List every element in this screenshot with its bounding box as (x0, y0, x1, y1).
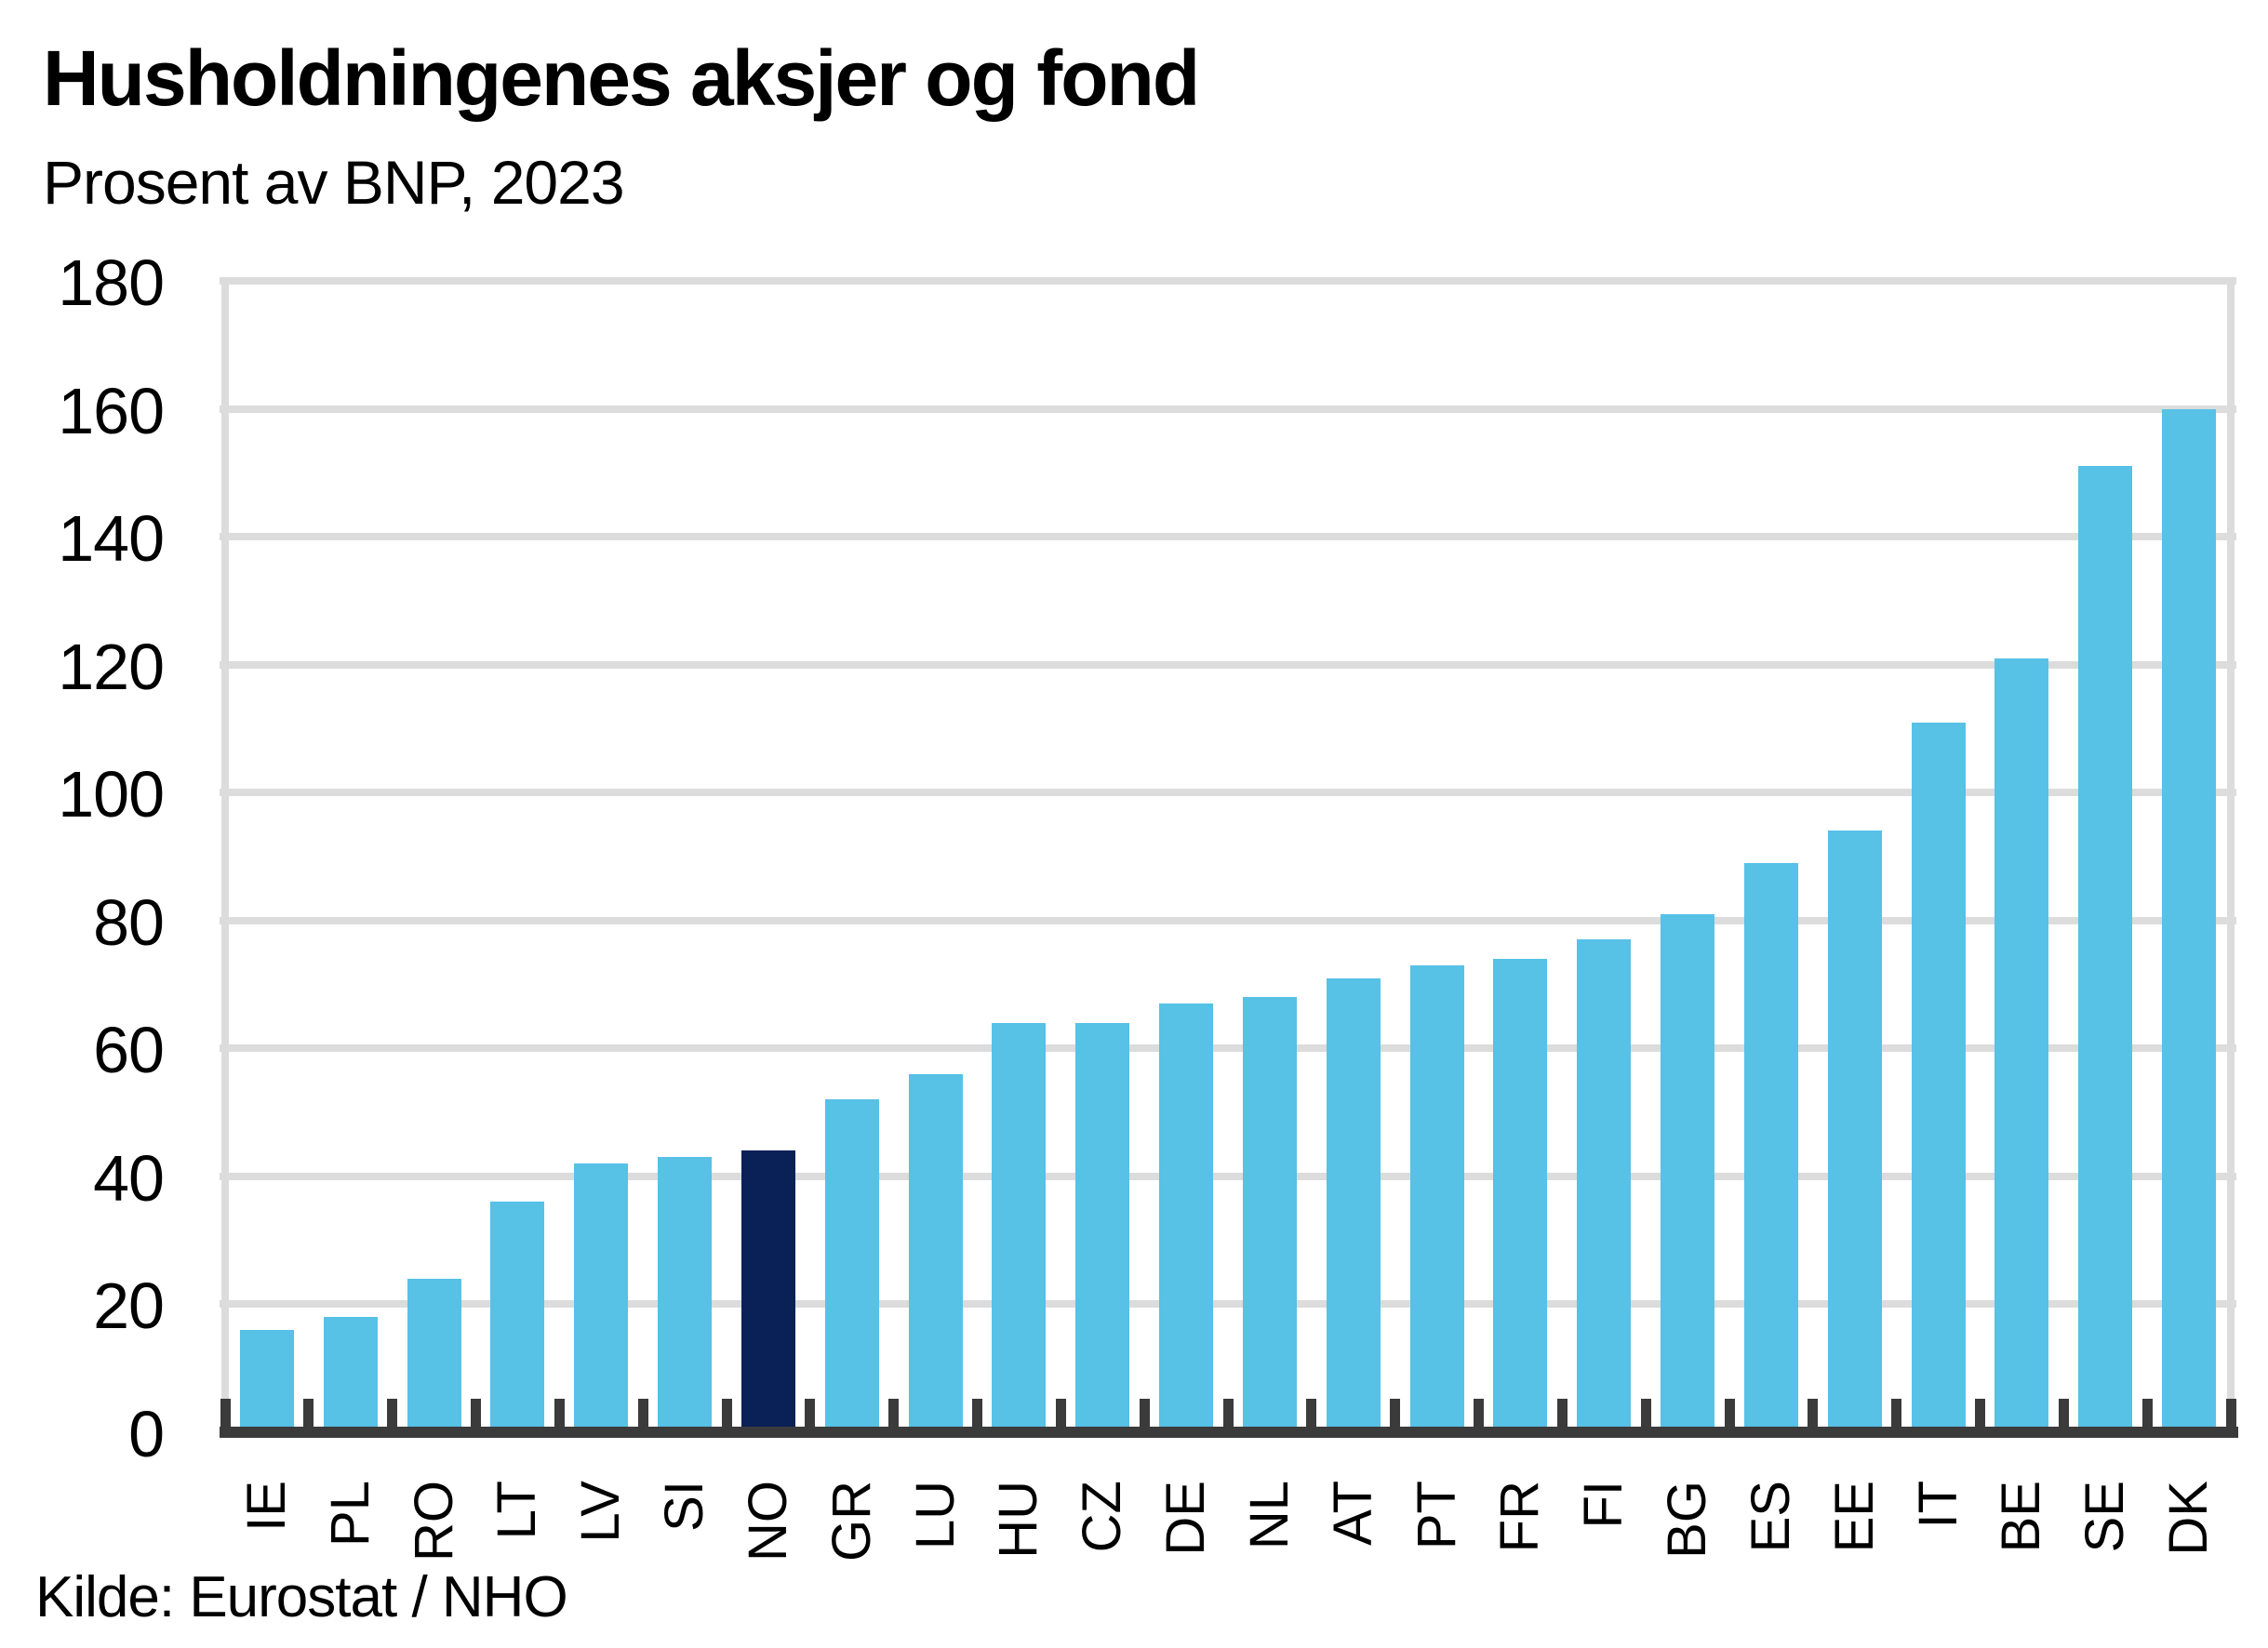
bar-AT (1326, 977, 1381, 1432)
gridline (220, 277, 2236, 285)
x-axis-label-FR: FR (1489, 1481, 1551, 1553)
x-axis-label-LT: LT (487, 1481, 548, 1540)
gridline (220, 789, 2236, 797)
x-axis-tick (1306, 1399, 1317, 1427)
bar-PL (323, 1317, 378, 1432)
y-axis-tick-label: 0 (128, 1398, 165, 1470)
x-axis-label-SI: SI (654, 1481, 715, 1532)
chart-subtitle: Prosent av BNP, 2023 (43, 148, 625, 217)
x-axis-label-LV: LV (570, 1481, 632, 1543)
bar-IT (1911, 722, 1966, 1432)
x-axis-tick (1474, 1399, 1484, 1427)
gridline (220, 1300, 2236, 1309)
bar-HU (992, 1022, 1047, 1432)
x-axis-tick (1724, 1399, 1735, 1427)
x-axis-label-CZ: CZ (1072, 1481, 1133, 1553)
x-axis-label-RO: RO (403, 1481, 464, 1562)
x-axis-tick (1808, 1399, 1819, 1427)
x-axis-tick (303, 1399, 314, 1427)
x-axis-label-DE: DE (1155, 1481, 1217, 1556)
x-axis-label-AT: AT (1322, 1481, 1383, 1546)
bar-RO (407, 1278, 461, 1432)
x-axis-tick (1139, 1399, 1150, 1427)
x-axis-tick (1891, 1399, 1902, 1427)
bar-IE (239, 1329, 294, 1432)
bar-EE (1827, 831, 1882, 1432)
x-axis-tick (1640, 1399, 1651, 1427)
chart-title: Husholdningenes aksjer og fond (43, 34, 1200, 122)
gridline (220, 405, 2236, 413)
x-axis-tick (637, 1399, 648, 1427)
x-axis-tick (2058, 1399, 2069, 1427)
y-axis-tick-label: 20 (93, 1269, 165, 1343)
gridline (220, 1044, 2236, 1053)
bar-FR (1493, 959, 1548, 1432)
y-axis-tick-label: 120 (58, 630, 165, 703)
bar-LU (908, 1073, 963, 1432)
x-axis-label-NO: NO (737, 1481, 798, 1562)
bar-NO (740, 1150, 795, 1432)
bar-DK (2162, 408, 2217, 1432)
y-axis-tick-label: 180 (58, 246, 165, 319)
x-axis-tick (387, 1399, 398, 1427)
x-axis-label-IE: IE (235, 1481, 297, 1532)
bar-SI (658, 1157, 713, 1432)
x-axis-tick (972, 1399, 982, 1427)
x-axis-tick (1055, 1399, 1066, 1427)
x-axis-label-ES: ES (1740, 1481, 1801, 1553)
x-axis-tick (554, 1399, 565, 1427)
source-note: Kilde: Eurostat / NHO (35, 1565, 568, 1629)
x-axis-label-SE: SE (2075, 1481, 2136, 1553)
x-axis-label-DK: DK (2158, 1481, 2220, 1556)
bar-BG (1661, 913, 1715, 1432)
x-axis-tick (888, 1399, 900, 1427)
bar-LT (490, 1202, 545, 1432)
x-axis-tick (1975, 1399, 1985, 1427)
x-axis-label-FI: FI (1573, 1481, 1634, 1529)
bar-ES (1743, 862, 1798, 1432)
y-axis-tick-label: 80 (93, 885, 165, 959)
x-axis-tick (471, 1399, 481, 1427)
x-axis-label-HU: HU (988, 1481, 1049, 1559)
x-axis-label-EE: EE (1823, 1481, 1885, 1553)
gridline (220, 916, 2236, 924)
y-axis-tick-label: 160 (58, 374, 165, 447)
bar-PT (1409, 964, 1464, 1432)
x-axis-tick (1556, 1399, 1568, 1427)
bar-GR (824, 1099, 879, 1432)
x-axis-tick (2141, 1399, 2153, 1427)
x-axis-tick (1390, 1399, 1401, 1427)
x-axis-label-IT: IT (1907, 1481, 1968, 1529)
bar-BE (1995, 658, 2049, 1432)
y-axis-tick-label: 40 (93, 1141, 165, 1215)
x-axis-tick (805, 1399, 816, 1427)
bar-LV (574, 1163, 629, 1432)
gridline (220, 660, 2236, 669)
bar-SE (2078, 466, 2133, 1432)
x-axis-line (220, 1427, 2238, 1438)
plot-right-border (2227, 277, 2235, 1430)
x-axis-label-NL: NL (1238, 1481, 1300, 1550)
x-axis-tick (721, 1399, 732, 1427)
x-axis-label-PL: PL (319, 1481, 380, 1547)
gridline (220, 1172, 2236, 1180)
x-axis-label-GR: GR (820, 1481, 882, 1562)
x-axis-tick (220, 1399, 231, 1427)
bar-NL (1242, 997, 1297, 1432)
x-axis-tick (1222, 1399, 1234, 1427)
bar-DE (1159, 1003, 1214, 1432)
x-axis-tick (2225, 1399, 2236, 1427)
y-axis-tick-label: 60 (93, 1014, 165, 1087)
y-axis-line (221, 277, 229, 1430)
x-axis-label-BG: BG (1657, 1481, 1718, 1559)
x-axis-label-LU: LU (904, 1481, 966, 1550)
bar-CZ (1075, 1022, 1130, 1432)
bar-FI (1577, 939, 1632, 1432)
x-axis-label-BE: BE (1991, 1481, 2052, 1553)
gridline (220, 533, 2236, 541)
y-axis-tick-label: 140 (58, 502, 165, 576)
y-axis-tick-label: 100 (58, 758, 165, 831)
x-axis-label-PT: PT (1406, 1481, 1467, 1550)
